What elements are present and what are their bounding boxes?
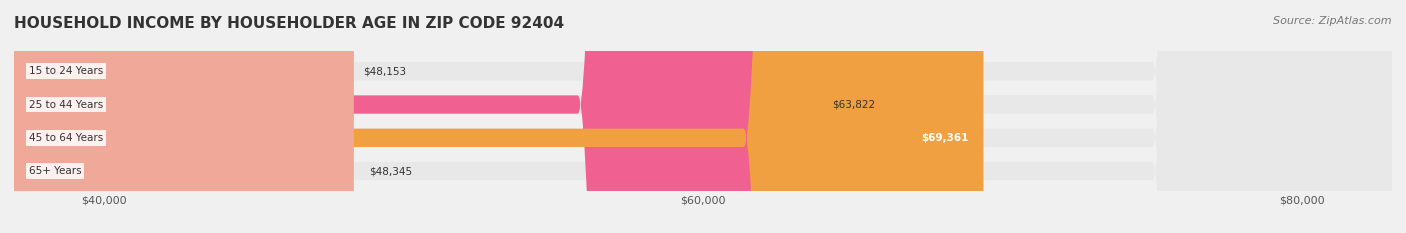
Text: 45 to 64 Years: 45 to 64 Years bbox=[30, 133, 103, 143]
FancyBboxPatch shape bbox=[14, 0, 349, 233]
Text: 15 to 24 Years: 15 to 24 Years bbox=[30, 66, 103, 76]
Text: HOUSEHOLD INCOME BY HOUSEHOLDER AGE IN ZIP CODE 92404: HOUSEHOLD INCOME BY HOUSEHOLDER AGE IN Z… bbox=[14, 16, 564, 31]
FancyBboxPatch shape bbox=[14, 0, 1392, 233]
FancyBboxPatch shape bbox=[14, 0, 1392, 233]
Text: $69,361: $69,361 bbox=[921, 133, 969, 143]
FancyBboxPatch shape bbox=[14, 0, 983, 233]
Text: Source: ZipAtlas.com: Source: ZipAtlas.com bbox=[1274, 16, 1392, 26]
Text: 25 to 44 Years: 25 to 44 Years bbox=[30, 99, 103, 110]
Text: $63,822: $63,822 bbox=[832, 99, 876, 110]
Text: $48,345: $48,345 bbox=[368, 166, 412, 176]
FancyBboxPatch shape bbox=[14, 0, 1392, 233]
FancyBboxPatch shape bbox=[14, 0, 354, 233]
FancyBboxPatch shape bbox=[14, 0, 1392, 233]
FancyBboxPatch shape bbox=[14, 0, 817, 233]
Text: $48,153: $48,153 bbox=[363, 66, 406, 76]
Text: 65+ Years: 65+ Years bbox=[30, 166, 82, 176]
